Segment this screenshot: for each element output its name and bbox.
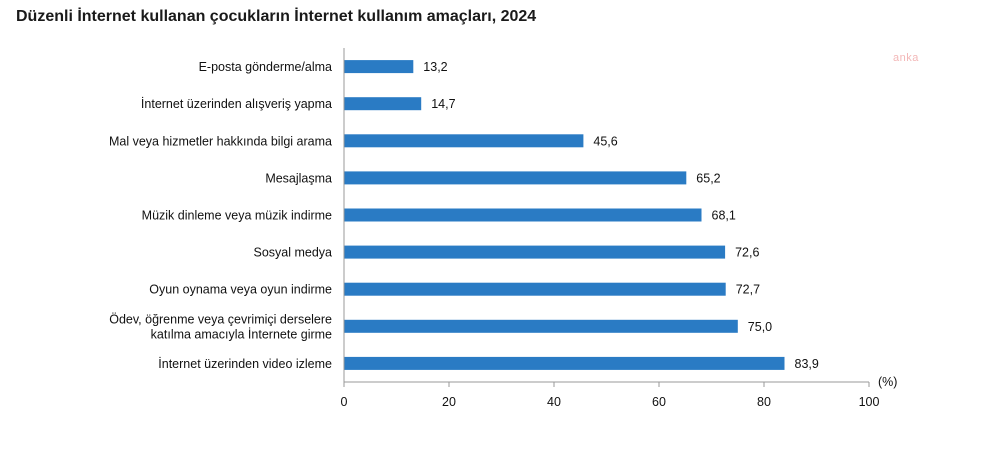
bar-4: [344, 208, 702, 222]
category-label-5: Sosyal medya: [253, 246, 332, 260]
value-label-5: 72,6: [735, 246, 759, 260]
bar-1: [344, 97, 422, 111]
value-label-6: 72,7: [736, 283, 760, 297]
category-label-0: E-posta gönderme/alma: [199, 60, 332, 74]
x-tick-label-0: 0: [341, 395, 348, 409]
category-label-6: Oyun oynama veya oyun indirme: [149, 283, 332, 297]
value-label-8: 83,9: [795, 357, 819, 371]
bar-3: [344, 171, 687, 185]
category-label-4: Müzik dinleme veya müzik indirme: [142, 209, 332, 223]
value-label-7: 75,0: [748, 320, 772, 334]
bar-0: [344, 60, 414, 74]
bar-7: [344, 319, 738, 333]
watermark-logo: anka: [893, 52, 919, 64]
bar-2: [344, 134, 584, 148]
x-tick-label-2: 40: [547, 395, 561, 409]
category-label-7-line-0: Ödev, öğrenme veya çevrimiçi derselere: [109, 312, 332, 326]
x-tick-label-3: 60: [652, 395, 666, 409]
category-label-1: İnternet üzerinden alışveriş yapma: [141, 97, 332, 111]
category-label-8: İnternet üzerinden video izleme: [158, 357, 332, 371]
category-label-7-line-1: katılma amacıyla İnternete girme: [151, 327, 332, 341]
x-tick-label-5: 100: [859, 395, 880, 409]
category-label-2: Mal veya hizmetler hakkında bilgi arama: [109, 134, 332, 148]
value-label-4: 68,1: [712, 209, 736, 223]
category-label-3: Mesajlaşma: [265, 171, 332, 185]
bar-5: [344, 245, 726, 259]
x-tick-label-1: 20: [442, 395, 456, 409]
value-label-3: 65,2: [696, 171, 720, 185]
bar-8: [344, 356, 785, 370]
value-label-1: 14,7: [431, 97, 455, 111]
value-label-0: 13,2: [423, 60, 447, 74]
value-label-2: 45,6: [593, 134, 617, 148]
x-axis-unit-label: (%): [878, 375, 897, 389]
bar-6: [344, 282, 726, 296]
chart-title: Düzenli İnternet kullanan çocukların İnt…: [16, 8, 537, 25]
x-tick-label-4: 80: [757, 395, 771, 409]
